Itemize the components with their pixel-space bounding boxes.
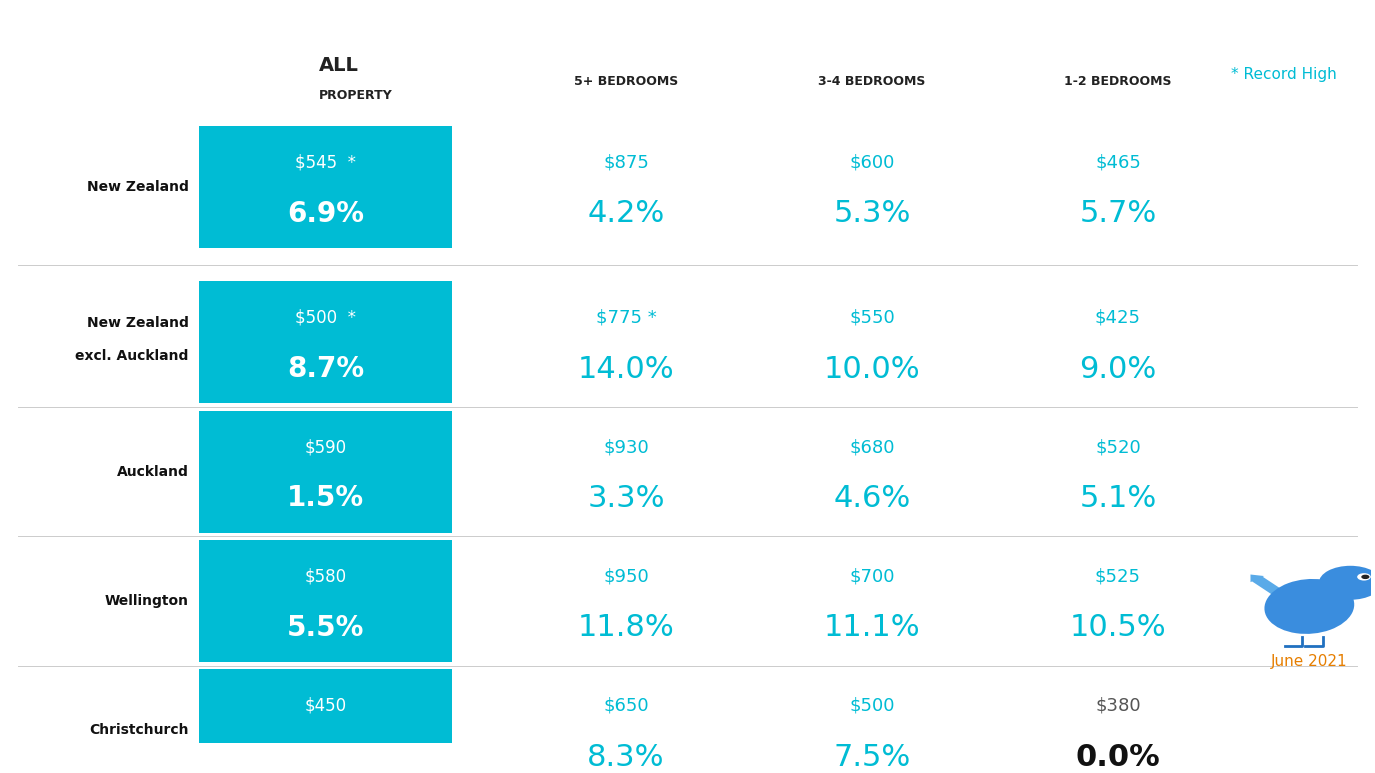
FancyBboxPatch shape — [199, 669, 452, 773]
Text: Wellington: Wellington — [104, 594, 188, 608]
Text: * Record High: * Record High — [1231, 67, 1336, 82]
Circle shape — [1361, 574, 1370, 579]
Text: Christchurch: Christchurch — [89, 724, 188, 737]
Text: New Zealand: New Zealand — [87, 180, 188, 194]
Text: $380: $380 — [1094, 696, 1141, 715]
Text: 5.1%: 5.1% — [1079, 484, 1156, 513]
Text: $930: $930 — [604, 438, 649, 456]
Text: $950: $950 — [604, 567, 649, 585]
Text: 4.2%: 4.2% — [587, 199, 664, 228]
Text: excl. Auckland: excl. Auckland — [76, 349, 188, 363]
Text: $500  *: $500 * — [294, 309, 356, 327]
Text: $580: $580 — [304, 567, 346, 585]
Text: 4.6%: 4.6% — [833, 484, 910, 513]
FancyBboxPatch shape — [199, 126, 452, 248]
Text: 1-2 BEDROOMS: 1-2 BEDROOMS — [1064, 75, 1172, 88]
Text: $550: $550 — [850, 309, 895, 327]
Text: $600: $600 — [850, 154, 895, 172]
Text: 0.0%: 0.0% — [1075, 743, 1160, 771]
Text: $775 *: $775 * — [595, 309, 656, 327]
Text: 3.3%: 3.3% — [587, 484, 664, 513]
Text: $450: $450 — [304, 696, 346, 715]
Text: 5+ BEDROOMS: 5+ BEDROOMS — [573, 75, 678, 88]
Text: 8.7%: 8.7% — [287, 355, 364, 383]
Text: 5.7%: 5.7% — [1079, 199, 1156, 228]
Text: 7.5%: 7.5% — [833, 743, 910, 771]
Text: Auckland: Auckland — [117, 465, 188, 478]
Text: 6.9%: 6.9% — [287, 200, 364, 228]
Text: 10.0%: 10.0% — [824, 355, 920, 383]
Text: $650: $650 — [604, 696, 649, 715]
Text: ALL: ALL — [319, 56, 359, 75]
FancyArrow shape — [1250, 574, 1287, 598]
Text: 5.3%: 5.3% — [833, 199, 910, 228]
FancyBboxPatch shape — [199, 540, 452, 662]
Text: 8.3%: 8.3% — [587, 743, 664, 771]
Text: 1.5%: 1.5% — [287, 485, 364, 512]
FancyBboxPatch shape — [199, 410, 452, 533]
Text: 14.0%: 14.0% — [578, 355, 674, 383]
Text: 7.1%: 7.1% — [287, 743, 364, 771]
Text: $425: $425 — [1094, 309, 1141, 327]
Text: 11.8%: 11.8% — [578, 613, 674, 642]
Text: $525: $525 — [1094, 567, 1141, 585]
Text: $875: $875 — [604, 154, 649, 172]
Text: $545  *: $545 * — [294, 154, 356, 172]
Circle shape — [1319, 566, 1375, 600]
Text: 11.1%: 11.1% — [824, 613, 920, 642]
Text: June 2021: June 2021 — [1270, 655, 1348, 669]
Text: New Zealand: New Zealand — [87, 316, 188, 330]
Text: $700: $700 — [850, 567, 895, 585]
Text: 5.5%: 5.5% — [286, 614, 364, 642]
Text: $465: $465 — [1094, 154, 1141, 172]
Text: 10.5%: 10.5% — [1070, 613, 1166, 642]
Text: 9.0%: 9.0% — [1079, 355, 1156, 383]
Text: $500: $500 — [850, 696, 895, 715]
FancyBboxPatch shape — [199, 281, 452, 404]
Text: $590: $590 — [304, 438, 346, 456]
Ellipse shape — [1265, 579, 1354, 634]
Text: $680: $680 — [850, 438, 895, 456]
Text: PROPERTY: PROPERTY — [319, 89, 392, 101]
Text: $520: $520 — [1094, 438, 1141, 456]
Circle shape — [1357, 573, 1371, 581]
Text: 3-4 BEDROOMS: 3-4 BEDROOMS — [818, 75, 925, 88]
